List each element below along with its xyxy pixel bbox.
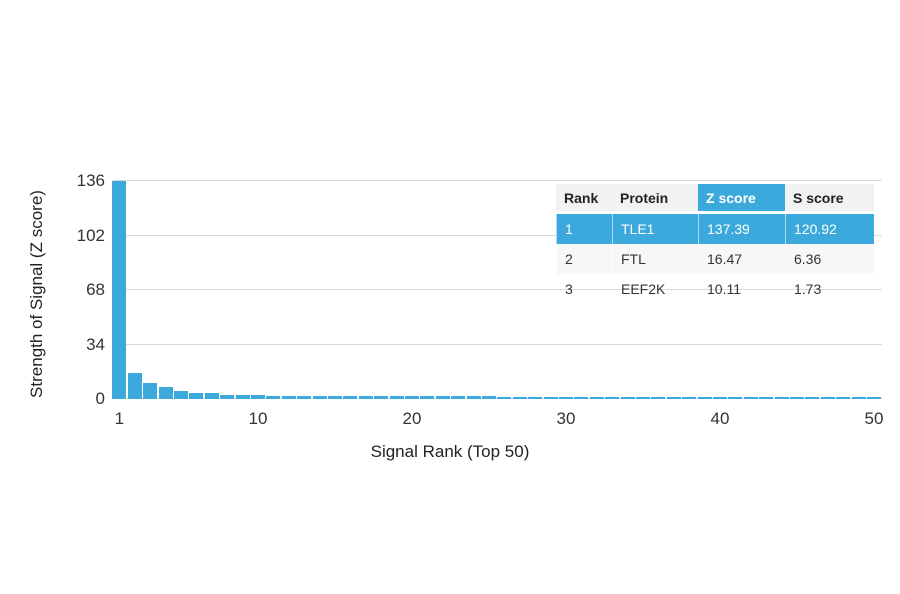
column-header-protein[interactable]: Protein [612, 184, 698, 214]
cell-z-score: 16.47 [698, 244, 785, 274]
bar-rank-31[interactable] [574, 396, 589, 399]
table-row-eef2k[interactable]: 3 EEF2K 10.11 1.73 [556, 274, 874, 304]
cell-protein: EEF2K [612, 274, 698, 304]
y-tick-label-102: 102 [76, 225, 105, 245]
y-tick-label-68: 68 [86, 280, 105, 299]
bar-rank-28[interactable] [528, 396, 543, 399]
cell-s-score: 1.73 [785, 274, 874, 304]
cell-protein: TLE1 [612, 214, 698, 244]
bar-rank-18[interactable] [374, 396, 389, 399]
bar-rank-36[interactable] [651, 396, 666, 399]
bar-rank-26[interactable] [497, 396, 512, 399]
bar-rank-29[interactable] [543, 396, 558, 399]
column-header-z-score[interactable]: Z score [698, 184, 785, 214]
bar-rank-44[interactable] [774, 397, 789, 399]
x-tick-label-40: 40 [710, 409, 730, 428]
column-header-s-score[interactable]: S score [785, 184, 874, 214]
bar-rank-37[interactable] [666, 396, 681, 399]
bar-rank-33[interactable] [605, 396, 620, 399]
bar-rank-6[interactable] [189, 392, 204, 399]
bar-rank-1[interactable] [112, 181, 127, 399]
bar-rank-25[interactable] [482, 396, 496, 399]
bar-rank-39[interactable] [697, 396, 712, 399]
x-axis-title: Signal Rank (Top 50) [370, 442, 530, 461]
bar-rank-11[interactable] [266, 395, 281, 399]
bar-rank-3[interactable] [143, 382, 158, 399]
table-row-ftl[interactable]: 2 FTL 16.47 6.36 [556, 244, 874, 274]
cell-rank: 3 [556, 274, 612, 304]
bar-rank-4[interactable] [158, 386, 173, 399]
cell-protein: FTL [612, 244, 698, 274]
bar-rank-35[interactable] [636, 396, 650, 399]
x-tick-label-10: 10 [248, 409, 268, 428]
bar-rank-16[interactable] [343, 396, 358, 399]
bar-rank-10[interactable] [251, 395, 265, 399]
y-tick-label-136: 136 [76, 171, 105, 190]
bar-rank-50[interactable] [867, 397, 881, 399]
cell-rank: 2 [556, 244, 612, 274]
y-tick-label-0: 0 [95, 389, 105, 408]
bar-rank-5[interactable] [174, 391, 188, 399]
bar-rank-9[interactable] [235, 395, 250, 399]
bar-rank-24[interactable] [466, 396, 481, 399]
cell-rank: 1 [556, 214, 612, 244]
cell-s-score: 6.36 [785, 244, 874, 274]
bar-rank-45[interactable] [790, 397, 804, 399]
column-header-rank[interactable]: Rank [556, 184, 612, 214]
bar-rank-8[interactable] [220, 394, 235, 399]
bar-rank-22[interactable] [435, 396, 450, 399]
x-tick-label-30: 30 [556, 409, 576, 428]
bar-rank-2[interactable] [127, 372, 142, 399]
ranking-table-header: Rank Protein Z score S score [556, 184, 874, 214]
gridline-y-34 [113, 343, 882, 345]
bar-rank-12[interactable] [281, 395, 296, 399]
gridline-y-68 [113, 289, 882, 290]
bar-rank-7[interactable] [204, 393, 219, 399]
bar-rank-13[interactable] [297, 395, 312, 399]
table-row-tle1[interactable]: 1 TLE1 137.39 120.92 [556, 214, 874, 244]
gridline-y-136 [113, 180, 882, 181]
protein-ranking-table: Rank Protein Z score S score 1 TLE1 137.39 120… [556, 184, 874, 304]
bar-rank-49[interactable] [851, 397, 866, 399]
bar-rank-23[interactable] [451, 396, 466, 399]
bar-rank-30[interactable] [559, 396, 573, 399]
bar-rank-32[interactable] [589, 396, 604, 399]
plot-area [112, 180, 882, 399]
bar-rank-40[interactable] [713, 396, 727, 399]
cell-z-score: 10.11 [698, 274, 785, 304]
cell-z-score: 137.39 [698, 214, 785, 244]
bar-rank-34[interactable] [620, 396, 635, 399]
bar-rank-41[interactable] [728, 396, 743, 399]
cell-s-score: 120.92 [785, 214, 874, 244]
bar-rank-38[interactable] [682, 396, 697, 399]
bar-rank-15[interactable] [328, 395, 342, 399]
bar-rank-46[interactable] [805, 397, 820, 399]
bar-rank-43[interactable] [759, 397, 774, 399]
bar-rank-21[interactable] [420, 396, 435, 399]
gridline-y-102 [113, 234, 882, 236]
bar-rank-27[interactable] [512, 396, 527, 399]
bar-rank-14[interactable] [312, 395, 327, 399]
bar-rank-19[interactable] [389, 396, 404, 399]
bar-rank-48[interactable] [836, 397, 851, 399]
bar-rank-42[interactable] [743, 397, 758, 399]
bar-rank-20[interactable] [405, 396, 419, 399]
x-tick-label-1: 1 [114, 409, 125, 428]
bar-rank-47[interactable] [820, 397, 835, 399]
x-tick-label-20: 20 [402, 409, 422, 428]
bar-rank-17[interactable] [358, 396, 373, 399]
x-tick-label-50: 50 [864, 409, 884, 428]
y-tick-label-34: 34 [86, 334, 105, 354]
